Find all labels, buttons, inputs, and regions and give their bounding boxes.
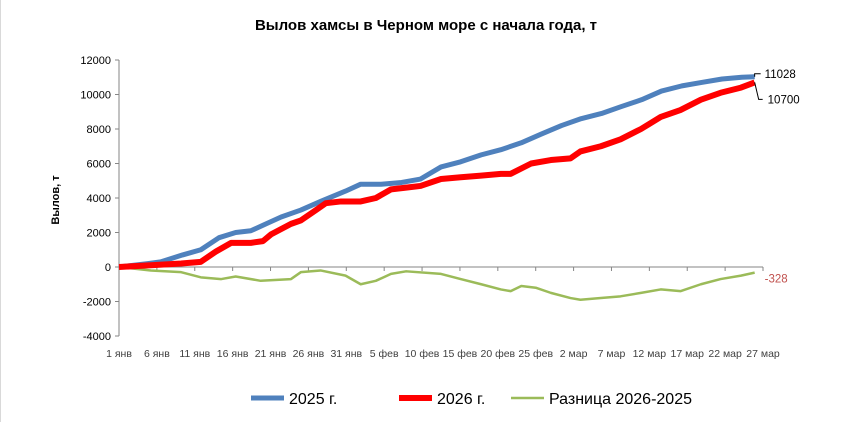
legend-label-1: 2026 г.	[437, 391, 485, 408]
y-tick-label: 2000	[87, 228, 111, 240]
x-tick-label: 16 янв	[217, 348, 249, 360]
series-line-2	[118, 265, 755, 302]
series-line-1	[118, 79, 756, 270]
end-label-diff: -328	[765, 274, 788, 286]
x-tick-label: 26 янв	[293, 348, 325, 360]
x-tick-label: 21 янв	[255, 348, 287, 360]
y-axis-label: Вылов, т	[50, 175, 62, 225]
x-tick-label: 17 мар	[670, 348, 704, 360]
x-tick-label: 27 мар	[746, 348, 780, 360]
y-tick-label: -2000	[83, 297, 111, 309]
x-tick-label: 5 фев	[370, 348, 399, 360]
legend-label-0: 2025 г.	[289, 391, 337, 408]
x-tick-label: 31 янв	[330, 348, 362, 360]
x-tick-label: 1 янв	[106, 348, 132, 360]
x-tick-label: 6 янв	[144, 348, 170, 360]
x-tick-label: 22 мар	[708, 348, 742, 360]
y-tick-label: 6000	[87, 159, 111, 171]
x-tick-label: 20 фев	[480, 348, 515, 360]
x-tick-label: 15 фев	[443, 348, 478, 360]
chart-title: Вылов хамсы в Черном море с начала года,…	[255, 17, 597, 34]
leader-line	[754, 82, 763, 100]
y-tick-label: 10000	[80, 90, 111, 102]
x-tick-label: 25 фев	[518, 348, 553, 360]
legend-label-2: Разница 2026-2025	[549, 391, 692, 408]
x-tick-label: 11 янв	[179, 348, 210, 360]
y-tick-label: -4000	[83, 331, 111, 343]
end-label-2025: 11028	[765, 69, 796, 81]
y-tick-label: 8000	[87, 124, 111, 136]
end-label-2026: 10700	[768, 94, 800, 106]
x-tick-label: 12 мар	[633, 348, 667, 360]
y-tick-label: 0	[105, 262, 111, 274]
x-tick-label: 10 фев	[405, 348, 440, 360]
series-line-0	[118, 74, 755, 270]
x-tick-label: 7 мар	[598, 348, 626, 360]
y-tick-label: 4000	[87, 193, 111, 205]
y-tick-label: 12000	[80, 55, 111, 67]
x-tick-label: 2 мар	[560, 348, 588, 360]
leader-line	[754, 73, 761, 77]
